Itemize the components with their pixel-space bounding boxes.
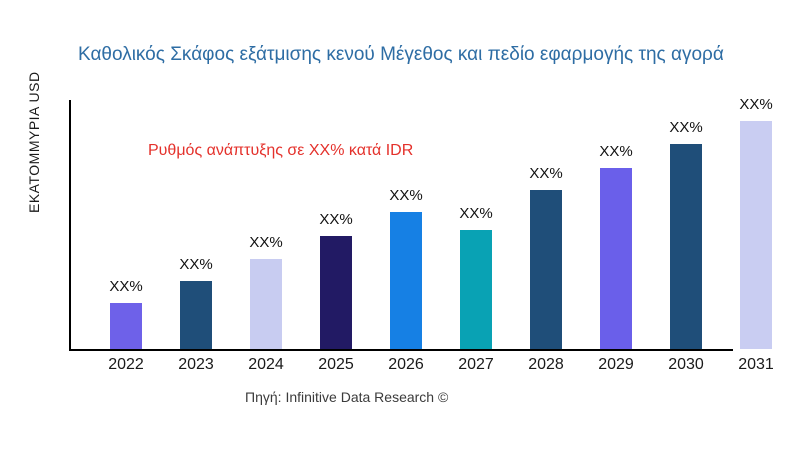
x-tick-label-2030: 2030 <box>668 356 704 373</box>
y-axis-line <box>69 100 71 350</box>
bar-value-label-2022: XX% <box>109 278 143 295</box>
bar-2028 <box>530 190 562 349</box>
bar-value-label-2023: XX% <box>179 256 213 273</box>
x-tick-label-2025: 2025 <box>318 356 354 373</box>
bar-2026 <box>390 212 422 349</box>
chart-title: Καθολικός Σκάφος εξάτμισης κενού Μέγεθος… <box>78 44 724 65</box>
x-tick-label-2023: 2023 <box>178 356 214 373</box>
bar-value-label-2031: XX% <box>739 96 773 113</box>
bar-value-label-2027: XX% <box>459 205 493 222</box>
x-tick-label-2028: 2028 <box>528 356 564 373</box>
x-tick-label-2022: 2022 <box>108 356 144 373</box>
x-tick-label-2026: 2026 <box>388 356 424 373</box>
x-tick-label-2027: 2027 <box>458 356 494 373</box>
bar-value-label-2024: XX% <box>249 234 283 251</box>
bar-2031 <box>740 121 772 349</box>
bar-2023 <box>180 281 212 349</box>
bar-2027 <box>460 230 492 349</box>
y-axis-label: ΕΚΑΤΟΜΜΥΡΙΑ USD <box>26 71 42 213</box>
x-axis-line <box>69 349 733 351</box>
bar-value-label-2028: XX% <box>529 165 563 182</box>
x-tick-label-2024: 2024 <box>248 356 284 373</box>
bar-value-label-2030: XX% <box>669 119 703 136</box>
source-attribution: Πηγή: Infinitive Data Research © <box>245 389 449 405</box>
bar-2024 <box>250 259 282 349</box>
x-tick-label-2031: 2031 <box>738 356 774 373</box>
bar-2030 <box>670 144 702 349</box>
bar-value-label-2025: XX% <box>319 211 353 228</box>
bar-2025 <box>320 236 352 349</box>
bar-value-label-2026: XX% <box>389 187 423 204</box>
x-tick-label-2029: 2029 <box>598 356 634 373</box>
bar-2029 <box>600 168 632 349</box>
bar-2022 <box>110 303 142 349</box>
bar-value-label-2029: XX% <box>599 143 633 160</box>
growth-rate-annotation: Ρυθμός ανάπτυξης σε XX% κατά IDR <box>148 142 414 159</box>
